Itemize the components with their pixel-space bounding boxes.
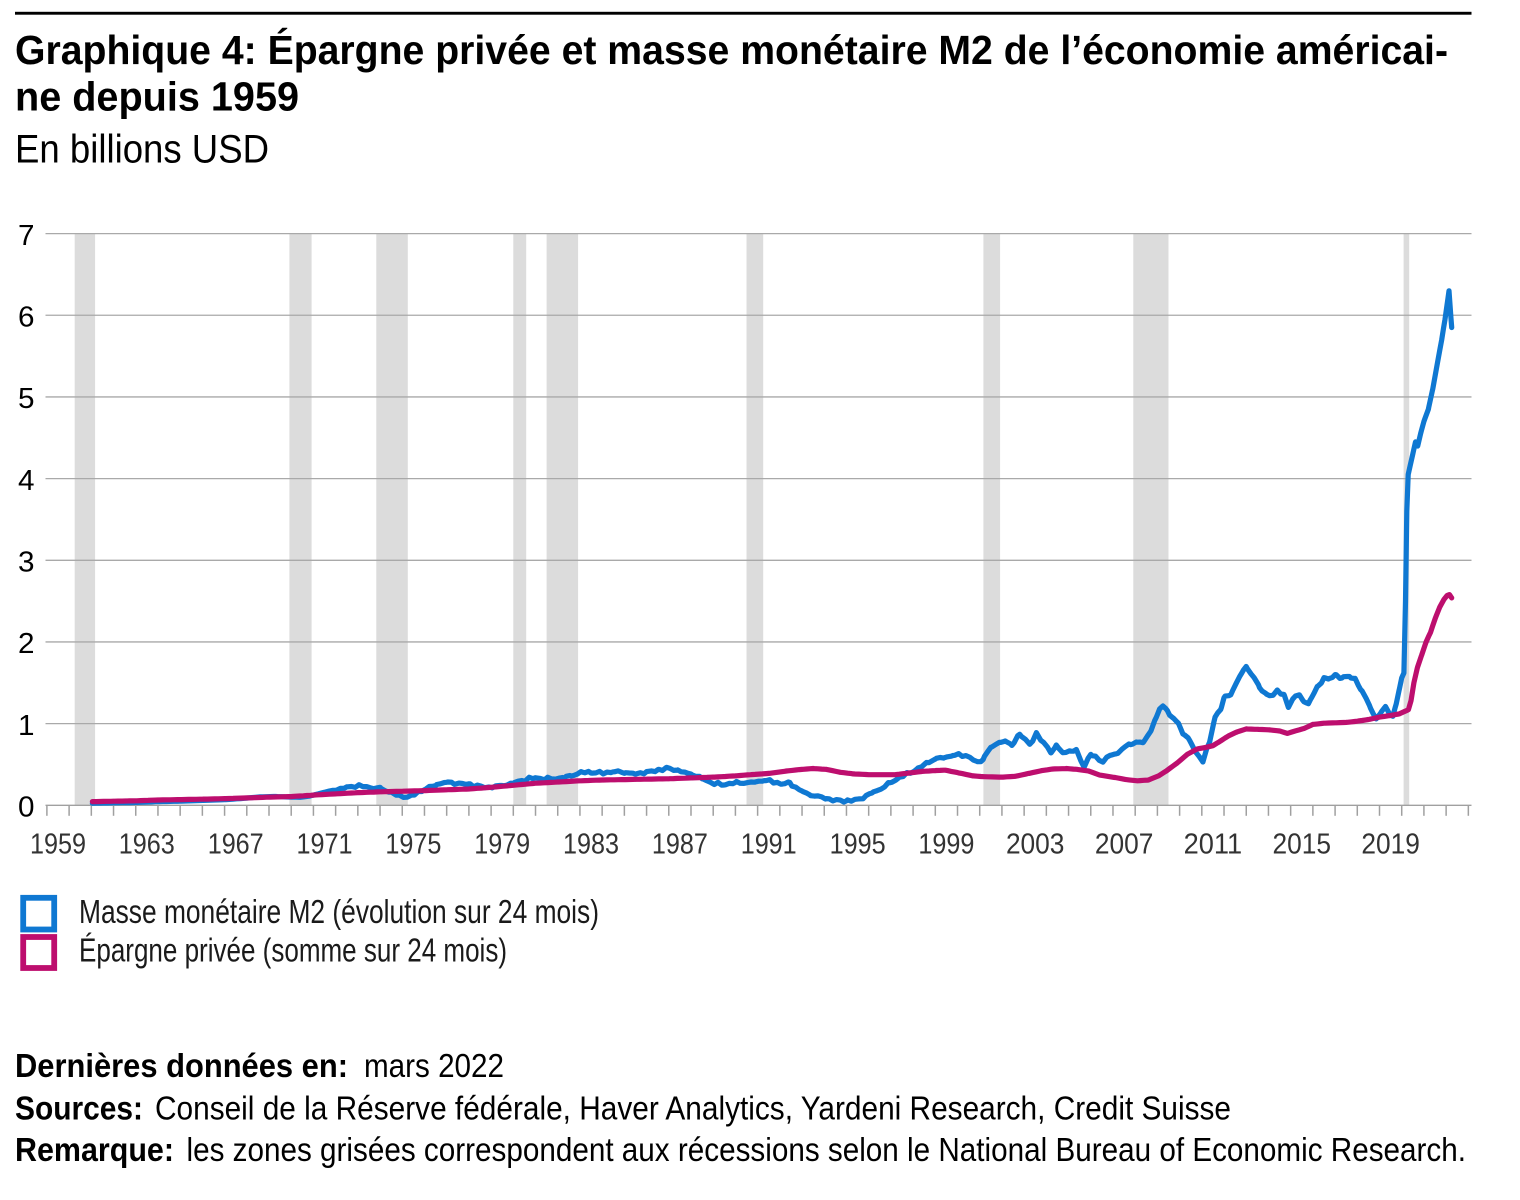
svg-text:1991: 1991 [741,829,797,861]
svg-text:1995: 1995 [830,829,886,861]
svg-text:Sources:: Sources: [15,1090,143,1127]
svg-text:2015: 2015 [1273,829,1332,861]
svg-text:2011: 2011 [1184,829,1243,861]
svg-text:les zones grisées corresponden: les zones grisées correspondent aux réce… [187,1131,1467,1168]
svg-text:Graphique 4: Épargne privée et: Graphique 4: Épargne privée et masse mon… [15,27,1448,73]
svg-text:2: 2 [18,628,35,660]
svg-text:Masse monétaire M2 (évolution: Masse monétaire M2 (évolution sur 24 moi… [79,893,599,930]
svg-text:1967: 1967 [208,829,264,861]
svg-text:1975: 1975 [385,829,441,861]
svg-text:0: 0 [18,792,35,824]
svg-text:2003: 2003 [1006,829,1065,861]
svg-text:1979: 1979 [474,829,530,861]
svg-text:Épargne privée (somme sur 24 m: Épargne privée (somme sur 24 mois) [79,932,507,969]
svg-text:1959: 1959 [30,829,86,861]
svg-text:Dernières données en:: Dernières données en: [15,1047,348,1084]
svg-text:Conseil de la Réserve fédérale: Conseil de la Réserve fédérale, Haver An… [155,1090,1231,1127]
svg-text:ne depuis 1959: ne depuis 1959 [15,74,299,120]
svg-text:Remarque:: Remarque: [15,1131,174,1168]
svg-text:mars 2022: mars 2022 [364,1047,504,1084]
svg-text:1987: 1987 [652,829,708,861]
svg-text:En billions USD: En billions USD [15,128,269,172]
svg-text:2019: 2019 [1361,829,1420,861]
svg-text:7: 7 [18,220,35,252]
svg-text:1983: 1983 [563,829,619,861]
svg-text:2007: 2007 [1095,829,1154,861]
svg-text:1999: 1999 [918,829,974,861]
svg-text:1971: 1971 [297,829,353,861]
svg-text:5: 5 [18,383,35,415]
svg-text:1: 1 [18,710,35,742]
svg-text:4: 4 [18,465,35,497]
svg-text:3: 3 [18,547,35,579]
svg-text:1963: 1963 [119,829,175,861]
svg-text:6: 6 [18,302,35,334]
